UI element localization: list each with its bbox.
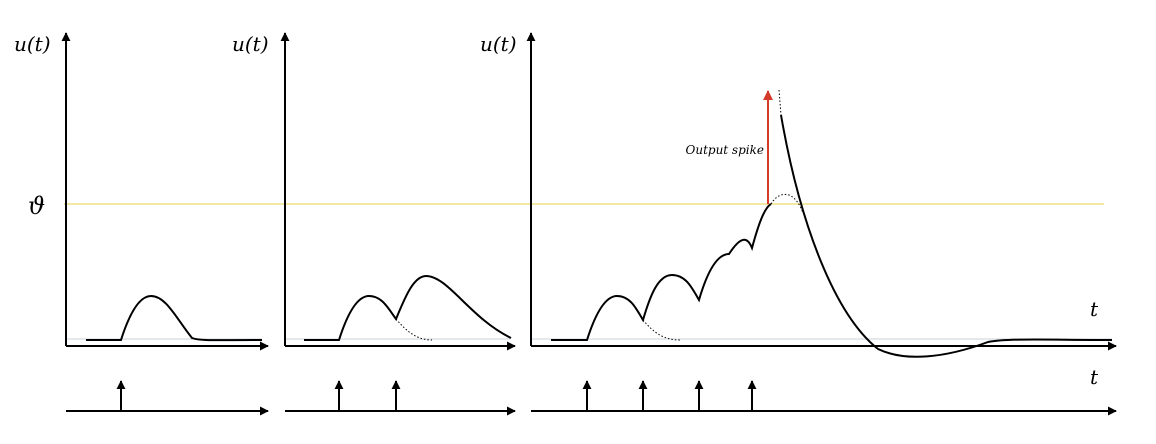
psp-decay-dotted-2 <box>395 318 433 341</box>
threshold-crossing-dotted <box>770 193 804 214</box>
y-axis-label-2: u(t) <box>232 32 269 56</box>
after-spike-curve <box>780 114 1113 358</box>
spike-peak-dotted <box>778 89 782 116</box>
time-label-lower: t <box>1090 365 1099 389</box>
membrane-potential-curve-2 <box>304 274 512 341</box>
membrane-potential-curve-1 <box>86 294 263 342</box>
psp-decay-dotted-3a <box>642 319 681 341</box>
membrane-potential-curve-3 <box>551 203 772 341</box>
y-axis-label-1: u(t) <box>14 32 51 56</box>
output-spike-label: Output spike <box>686 143 765 157</box>
time-label-upper: t <box>1090 297 1099 321</box>
threshold-label: ϑ <box>28 192 45 220</box>
y-axis-label-3: u(t) <box>480 32 517 56</box>
